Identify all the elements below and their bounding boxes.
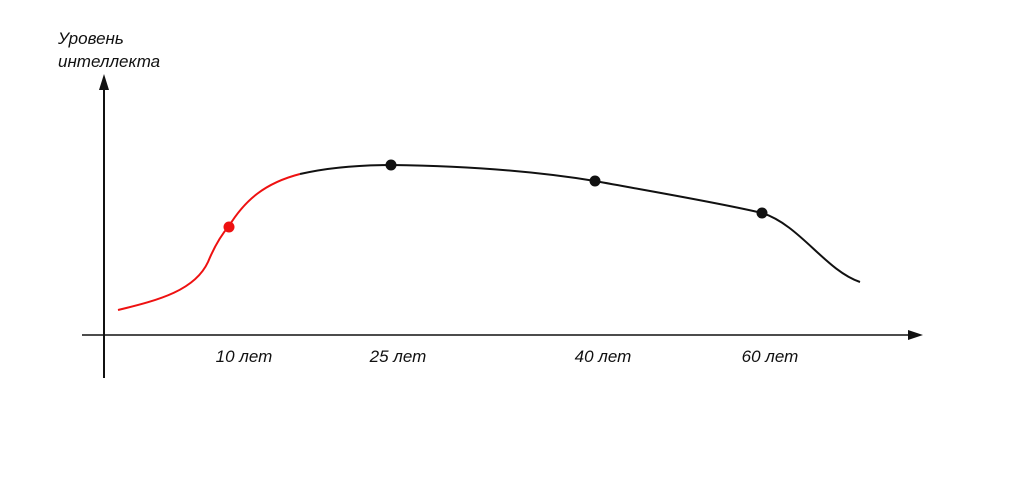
curve-growth (117, 173, 301, 311)
x-axis-arrow (908, 330, 923, 340)
x-label: 10 лет (216, 347, 273, 366)
x-label: 40 лет (575, 347, 632, 366)
point (589, 175, 601, 187)
y-axis-arrow (99, 74, 109, 90)
point (385, 159, 397, 171)
point (223, 221, 235, 233)
curve-decline (299, 163, 861, 283)
y-label-line: интеллекта (58, 52, 160, 71)
x-label: 60 лет (742, 347, 799, 366)
y-label-line: Уровень (57, 29, 124, 48)
point (756, 207, 768, 219)
x-label: 25 лет (369, 347, 427, 366)
